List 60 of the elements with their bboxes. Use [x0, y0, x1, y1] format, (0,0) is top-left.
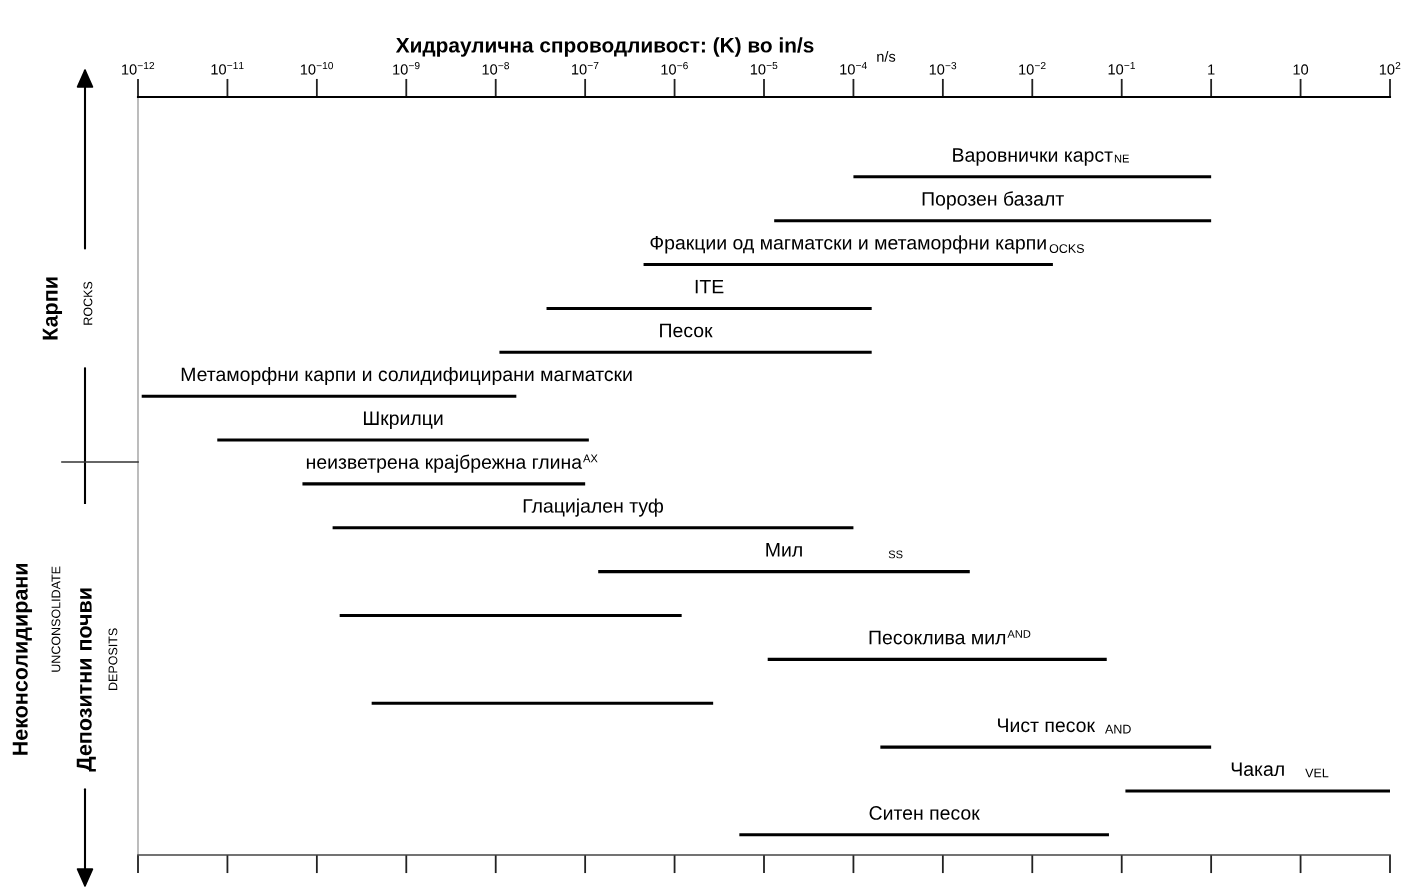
- x-tick-label: 10$^{2}$: [1379, 61, 1401, 75]
- y-tick-label: Мил: [766, 543, 802, 557]
- bar: [774, 219, 1212, 223]
- bar: [546, 306, 872, 310]
- x-tick-label: 10$^{−12}$: [122, 61, 155, 75]
- bar: [217, 438, 589, 442]
- x-tick-label: 10$^{−10}$: [300, 61, 334, 75]
- y-tick-label: Ситен песок: [869, 806, 980, 820]
- annotation: OCKS: [1049, 244, 1084, 253]
- text: Карпи: [42, 277, 63, 340]
- bar: [880, 745, 1212, 749]
- y-tick-label: Фракции од магматски и метаморфни карпи: [650, 235, 1046, 254]
- annotation: SS: [888, 550, 903, 559]
- x-tick-label: 10$^{−6}$: [661, 61, 688, 75]
- annotation: AND: [1105, 724, 1131, 734]
- y-tick-label: Чист песок: [998, 718, 1096, 733]
- y-tick-label: Метаморфни карпи и солидифицирани магматски: [181, 366, 632, 386]
- bar: [141, 394, 517, 398]
- y-tick-label: Чакал: [1231, 762, 1284, 776]
- x-tick-label: 10$^{−3}$: [929, 61, 957, 75]
- bar: [339, 613, 682, 618]
- bar: [598, 570, 970, 574]
- y-tick-label: неизветрена крајбрежна глина: [306, 454, 583, 473]
- x-tick-label: 10$^{−9}$: [393, 61, 420, 75]
- bar: [371, 701, 714, 705]
- text: Неконсолидирани: [12, 563, 33, 755]
- bar: [739, 833, 1109, 837]
- text: Депозитни почви: [76, 588, 96, 772]
- x-tick-label: 10: [1293, 64, 1309, 75]
- annotation: VEL: [1305, 768, 1329, 778]
- text: n/s: [877, 51, 896, 62]
- bar: [1125, 789, 1390, 793]
- x-tick-label: 10$^{−7}$: [572, 61, 599, 75]
- annotation: AND: [1007, 630, 1031, 638]
- text: DEPOSITS: [108, 628, 118, 690]
- bar: [499, 350, 872, 354]
- annotation: AX: [583, 454, 598, 463]
- y-tick-label: ITE: [695, 279, 724, 294]
- chart-title: Хидраулична спроводливост: (K) во in/s: [395, 37, 814, 57]
- y-tick-label: Песоклива мил: [869, 630, 1006, 645]
- x-tick-label: 10$^{−11}$: [211, 61, 244, 75]
- x-tick-label: 10$^{−1}$: [1108, 61, 1135, 75]
- x-tick-label: 10$^{−2}$: [1019, 61, 1046, 75]
- text: ROCKS: [83, 281, 93, 325]
- y-tick-label: Глацијален туф: [523, 498, 664, 517]
- x-tick-label: 10$^{−8}$: [482, 61, 510, 75]
- x-tick-label: 10$^{−4}$: [840, 61, 867, 75]
- bar: [853, 175, 1212, 179]
- x-tick-label: 1: [1208, 64, 1215, 75]
- y-tick-label: Варовнички карст: [953, 148, 1113, 166]
- annotation: NE: [1114, 154, 1129, 163]
- text: UNCONSOLIDATE: [51, 566, 61, 672]
- y-tick-label: Шкрилци: [363, 411, 443, 429]
- bar: [643, 263, 1053, 267]
- x-tick-label: 10$^{−5}$: [750, 61, 778, 75]
- bar: [767, 657, 1107, 661]
- y-tick-label: Песок: [660, 323, 713, 338]
- y-tick-label: Порозен базалт: [922, 191, 1064, 210]
- bar: [302, 482, 586, 486]
- bar: [332, 526, 854, 530]
